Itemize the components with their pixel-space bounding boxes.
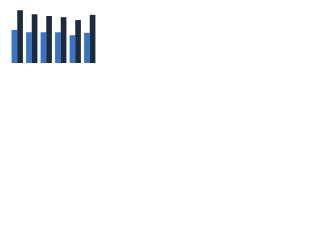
bar xyxy=(75,20,81,63)
bar xyxy=(69,35,76,63)
chart xyxy=(11,10,96,64)
bar xyxy=(40,32,47,63)
bar xyxy=(60,17,67,63)
bar xyxy=(46,16,52,63)
bar xyxy=(55,32,61,63)
bar xyxy=(26,32,32,63)
bar xyxy=(31,14,38,64)
bar xyxy=(11,29,18,63)
page: (() => { const data = JSON.parse(documen… xyxy=(0,0,320,71)
bar xyxy=(84,32,90,63)
bar xyxy=(89,14,96,63)
bar xyxy=(17,10,23,63)
